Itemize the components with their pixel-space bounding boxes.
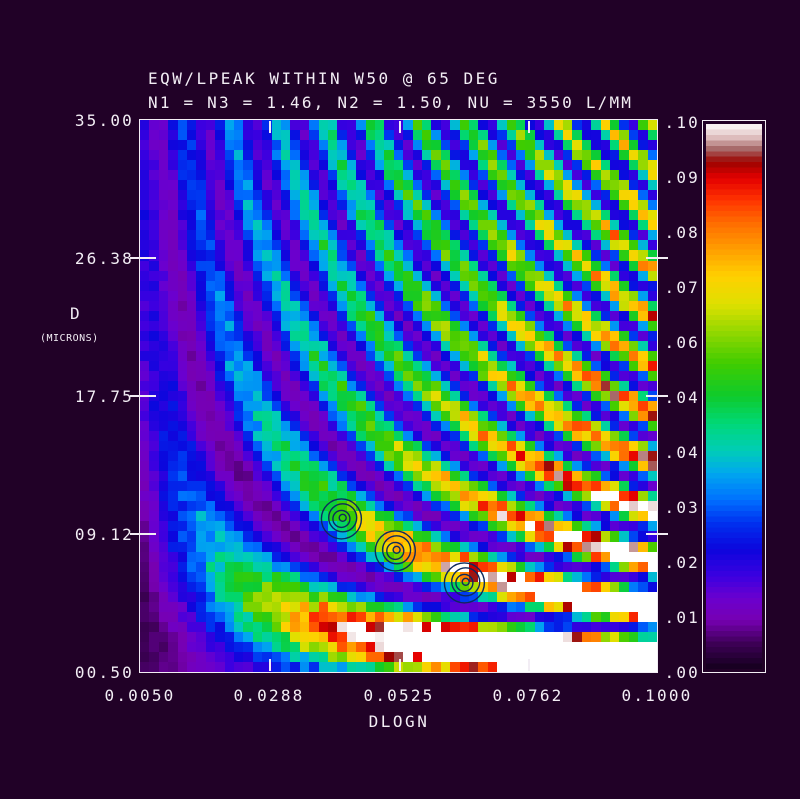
colorbar-tick-label: .01 bbox=[664, 608, 700, 627]
y-axis-title: D bbox=[70, 304, 83, 323]
colorbar-tick-label: .04 bbox=[664, 443, 700, 462]
x-tick-label: 0.1000 bbox=[621, 686, 693, 705]
x-tick-label: 0.0762 bbox=[492, 686, 564, 705]
y-tickmark-left bbox=[130, 533, 156, 535]
y-tickmark-right bbox=[646, 257, 668, 259]
colorbar-tick-label: .08 bbox=[664, 223, 700, 242]
y-tickmark-right bbox=[646, 395, 668, 397]
colorbar-tick-label: .04 bbox=[664, 388, 700, 407]
colorbar-tick-label: .10 bbox=[664, 113, 700, 132]
x-tickmark-top bbox=[269, 121, 271, 133]
y-tick-label: 26.38 bbox=[74, 249, 134, 268]
y-tick-label: 09.12 bbox=[74, 525, 134, 544]
colorbar-tick-label: .02 bbox=[664, 553, 700, 572]
y-axis-units: (MICRONS) bbox=[40, 333, 99, 344]
x-tickmark-top bbox=[399, 121, 401, 133]
heatmap-canvas bbox=[140, 120, 657, 672]
y-tickmark-left bbox=[130, 257, 156, 259]
y-tickmark-right bbox=[646, 533, 668, 535]
colorbar-tick-label: .00 bbox=[664, 663, 700, 682]
y-tick-label: 00.50 bbox=[74, 663, 134, 682]
colorbar-tick-label: .07 bbox=[664, 278, 700, 297]
x-tick-label: 0.0050 bbox=[104, 686, 176, 705]
x-tickmark-bottom bbox=[269, 659, 271, 671]
x-tickmark-bottom bbox=[399, 659, 401, 671]
colorbar-tick-label: .03 bbox=[664, 498, 700, 517]
colorbar-tick-label: .09 bbox=[664, 168, 700, 187]
colorbar-gradient bbox=[706, 124, 762, 669]
x-tickmark-top bbox=[528, 121, 530, 133]
y-tick-label: 35.00 bbox=[74, 111, 134, 130]
y-tick-label: 17.75 bbox=[74, 387, 134, 406]
y-tickmark-left bbox=[130, 395, 156, 397]
colorbar-tick-label: .06 bbox=[664, 333, 700, 352]
chart-subtitle: N1 = N3 = 1.46, N2 = 1.50, NU = 3550 L/M… bbox=[148, 93, 634, 112]
x-tick-label: 0.0288 bbox=[233, 686, 305, 705]
chart-title: EQW/LPEAK WITHIN W50 @ 65 DEG bbox=[148, 69, 500, 88]
x-tickmark-bottom bbox=[528, 659, 530, 671]
x-axis-title: DLOGN bbox=[368, 712, 430, 731]
x-tick-label: 0.0525 bbox=[363, 686, 435, 705]
